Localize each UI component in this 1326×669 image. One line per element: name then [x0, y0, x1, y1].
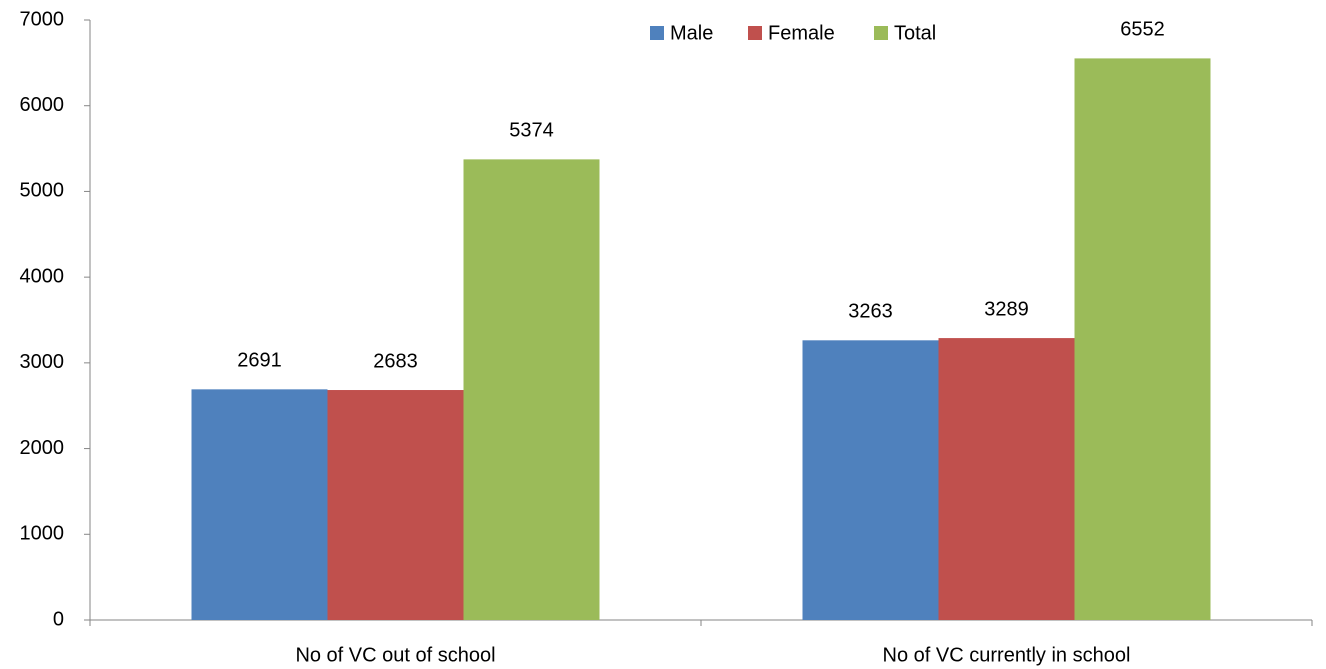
bar	[938, 338, 1075, 620]
bar	[802, 340, 939, 620]
y-tick-label: 2000	[20, 437, 65, 459]
bar	[327, 390, 464, 620]
legend-label: Male	[670, 22, 713, 44]
legend-swatch	[650, 26, 664, 40]
legend-swatch	[748, 26, 762, 40]
x-tick-label: No of VC out of school	[295, 644, 495, 666]
y-tick-label: 4000	[20, 265, 65, 287]
data-label: 3289	[984, 298, 1029, 320]
y-tick-label: 6000	[20, 94, 65, 116]
bar	[463, 159, 600, 620]
data-label: 2691	[237, 350, 282, 372]
legend-swatch	[874, 26, 888, 40]
y-tick-label: 0	[53, 608, 64, 630]
y-tick-label: 3000	[20, 351, 65, 373]
bar	[1074, 58, 1211, 620]
y-tick-label: 5000	[20, 180, 65, 202]
data-label: 6552	[1120, 19, 1165, 41]
data-label: 5374	[509, 120, 554, 142]
data-label: 2683	[373, 350, 418, 372]
y-tick-label: 1000	[20, 523, 65, 545]
data-label: 3263	[848, 301, 893, 323]
bar	[191, 389, 328, 620]
x-tick-label: No of VC currently in school	[883, 644, 1131, 666]
legend-label: Female	[768, 22, 835, 44]
legend-label: Total	[894, 22, 936, 44]
y-tick-label: 7000	[20, 8, 65, 30]
